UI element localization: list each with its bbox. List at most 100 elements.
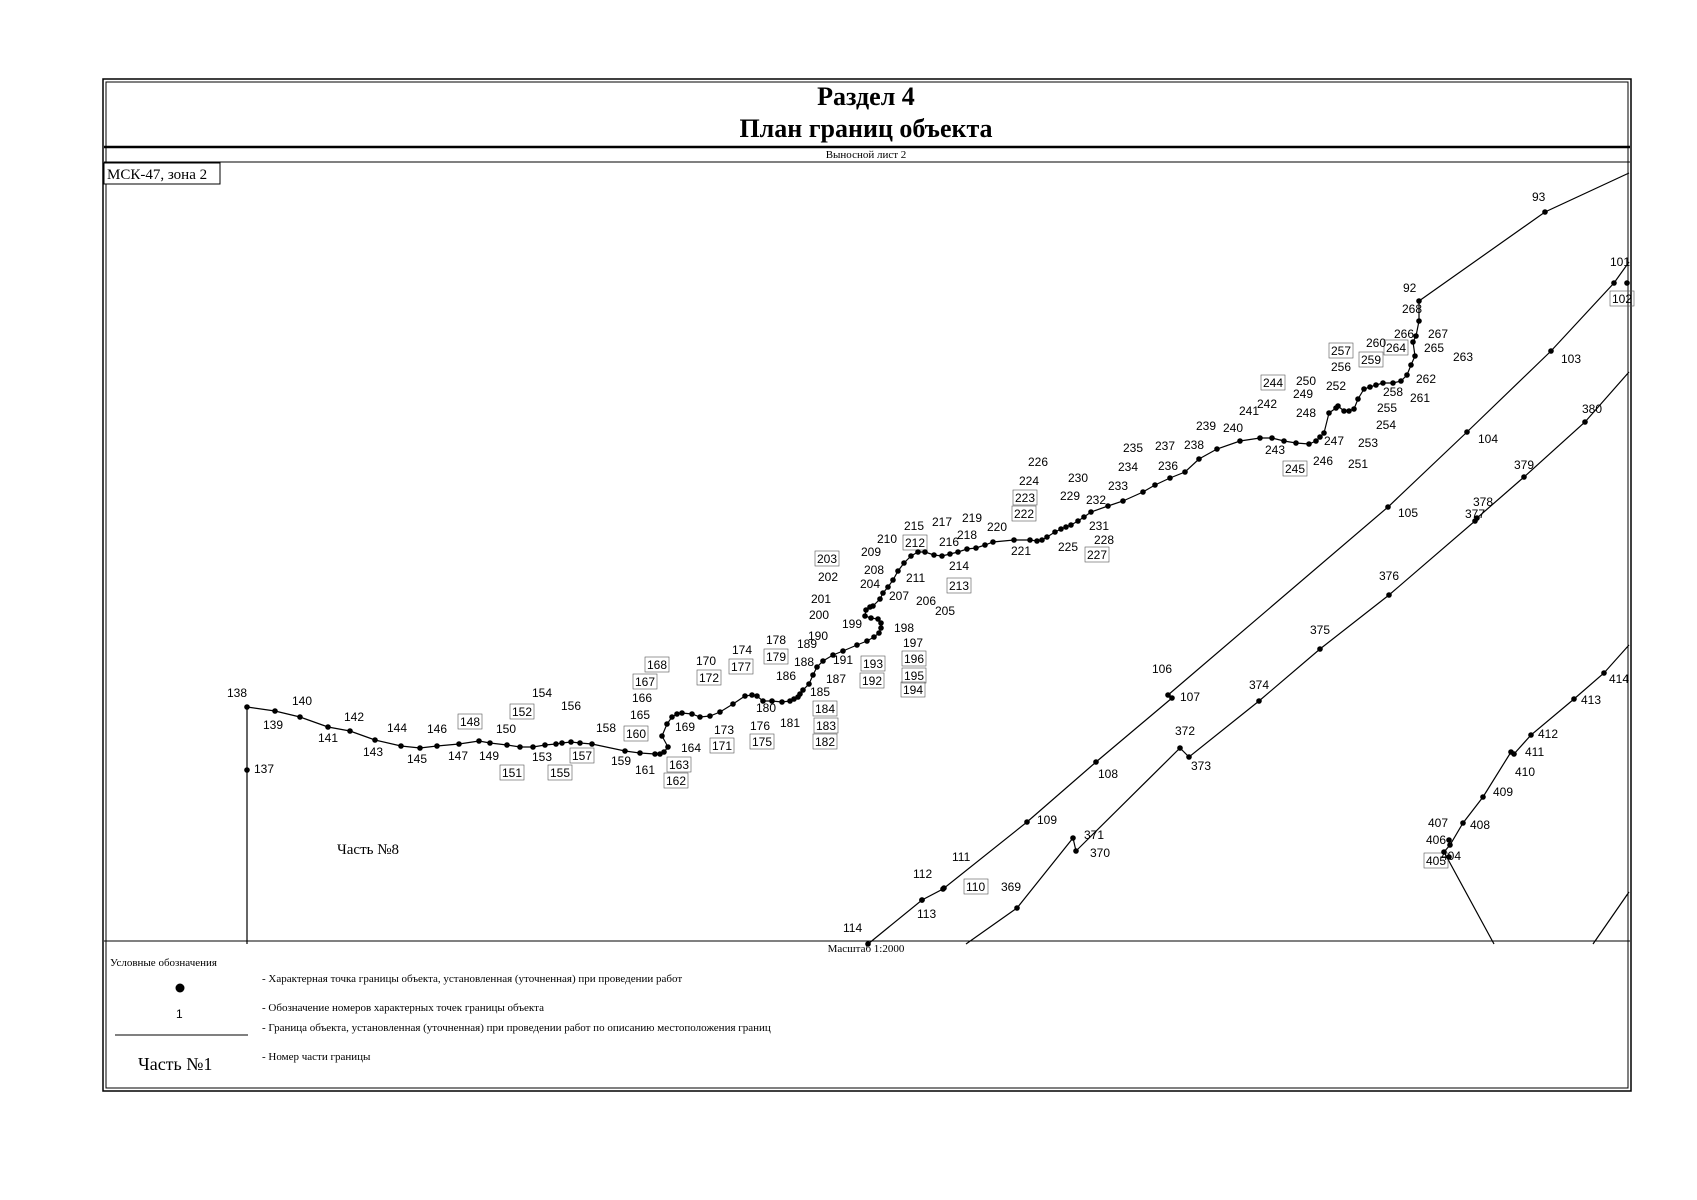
point-number-label: 114 xyxy=(843,921,862,935)
boundary-point-dot xyxy=(661,749,667,755)
boundary-point-dot xyxy=(749,692,755,698)
point-number-label: 183 xyxy=(816,719,836,733)
boundary-point-dot xyxy=(901,560,907,566)
legend-item-number: - Обозначение номеров характерных точек … xyxy=(262,1002,544,1014)
point-number-label: 182 xyxy=(815,735,835,749)
boundary-point-dot xyxy=(707,713,713,719)
boundary-point-dot xyxy=(1346,408,1352,414)
boundary-point-dot xyxy=(754,693,760,699)
point-number-label: 178 xyxy=(766,633,786,647)
boundary-point-dot xyxy=(1373,382,1379,388)
sheet-label: Выносной лист 2 xyxy=(826,149,907,161)
legend-part-sample: Часть №1 xyxy=(138,1054,212,1074)
part-label: Часть №8 xyxy=(337,842,399,858)
boundary-point-dot xyxy=(1014,905,1020,911)
boundary-point-dot xyxy=(1317,434,1323,440)
point-number-label: 142 xyxy=(344,710,364,724)
boundary-point-dot xyxy=(1063,524,1069,530)
boundary-point-dot xyxy=(487,740,493,746)
point-number-label: 173 xyxy=(714,723,734,737)
boundary-point-dot xyxy=(559,740,565,746)
point-number-label: 111 xyxy=(952,850,971,864)
point-number-label: 222 xyxy=(1014,507,1034,521)
boundary-point-dot xyxy=(1039,537,1045,543)
point-number-label: 244 xyxy=(1263,376,1283,390)
point-number-label: 250 xyxy=(1296,374,1316,388)
point-number-label: 107 xyxy=(1180,690,1200,704)
point-number-label: 227 xyxy=(1087,548,1107,562)
legend-item-boundary: - Граница объекта, установленная (уточне… xyxy=(262,1022,771,1034)
boundary-point-dot xyxy=(1542,209,1548,215)
point-number-label: 230 xyxy=(1068,471,1088,485)
boundary-point-dot xyxy=(1624,280,1630,286)
boundary-point-dot xyxy=(1177,745,1183,751)
boundary-point-dot xyxy=(1027,537,1033,543)
boundary-point-dot xyxy=(669,714,675,720)
point-number-label: 369 xyxy=(1001,880,1021,894)
boundary-point-dot xyxy=(1571,696,1577,702)
boundary-point-dot xyxy=(568,739,574,745)
boundary-point-dot xyxy=(1341,408,1347,414)
boundary-point-dot xyxy=(890,577,896,583)
boundary-point-dot xyxy=(1601,670,1607,676)
point-number-label: 172 xyxy=(699,671,719,685)
boundary-point-dot xyxy=(1052,529,1058,535)
point-number-label: 226 xyxy=(1028,455,1048,469)
point-number-label: 378 xyxy=(1473,495,1493,509)
point-number-label: 225 xyxy=(1058,540,1078,554)
point-number-label: 203 xyxy=(817,552,837,566)
point-number-label: 141 xyxy=(318,731,338,745)
point-number-label: 255 xyxy=(1377,401,1397,415)
point-number-label: 243 xyxy=(1265,443,1285,457)
boundary-point-dot xyxy=(964,546,970,552)
point-number-label: 406 xyxy=(1426,833,1446,847)
point-number-label: 411 xyxy=(1525,745,1544,759)
boundary-point-dot xyxy=(854,642,860,648)
point-number-label: 261 xyxy=(1410,391,1430,405)
boundary-point-dot xyxy=(1361,386,1367,392)
boundary-point-dot xyxy=(659,733,665,739)
point-number-label: 213 xyxy=(949,579,969,593)
point-number-label: 153 xyxy=(532,750,552,764)
point-number-label: 240 xyxy=(1223,421,1243,435)
point-number-label: 238 xyxy=(1184,438,1204,452)
point-number-label: 408 xyxy=(1470,818,1490,832)
boundary-point-dot xyxy=(1167,475,1173,481)
point-number-label: 224 xyxy=(1019,474,1039,488)
boundary-point-dot xyxy=(1068,522,1074,528)
boundary-point-dot xyxy=(1214,446,1220,452)
boundary-point-dot xyxy=(1182,469,1188,475)
point-number-label: 177 xyxy=(731,660,751,674)
point-number-label: 137 xyxy=(254,762,274,776)
point-number-label: 163 xyxy=(669,758,689,772)
boundary-point-dot xyxy=(517,744,523,750)
point-number-label: 180 xyxy=(756,701,776,715)
boundary-point-dot xyxy=(990,539,996,545)
point-number-label: 211 xyxy=(906,571,925,585)
boundary-point-dot xyxy=(1058,526,1064,532)
point-number-label: 191 xyxy=(833,653,853,667)
point-number-label: 161 xyxy=(635,763,655,777)
point-number-label: 208 xyxy=(864,563,884,577)
point-number-label: 376 xyxy=(1379,569,1399,583)
boundary-point-dot xyxy=(1011,537,1017,543)
point-number-label: 147 xyxy=(448,749,468,763)
point-number-label: 186 xyxy=(776,669,796,683)
point-number-label: 210 xyxy=(877,532,897,546)
point-number-label: 190 xyxy=(808,629,828,643)
legend-number-sample: 1 xyxy=(176,1007,183,1021)
legend-point-symbol xyxy=(176,984,185,993)
boundary-point-dot xyxy=(1088,509,1094,515)
boundary-point-dot xyxy=(742,693,748,699)
point-number-label: 221 xyxy=(1011,544,1031,558)
point-number-label: 143 xyxy=(363,745,383,759)
boundary-point-dot xyxy=(1582,419,1588,425)
boundary-point-dot xyxy=(717,709,723,715)
boundary-point-dot xyxy=(947,551,953,557)
boundary-point-dot xyxy=(730,701,736,707)
point-labels: 9293101102103104105106107108109110111112… xyxy=(227,190,1632,935)
point-number-label: 169 xyxy=(675,720,695,734)
point-number-label: 374 xyxy=(1249,678,1269,692)
point-number-label: 148 xyxy=(460,715,480,729)
section-title: Раздел 4 xyxy=(817,82,915,111)
